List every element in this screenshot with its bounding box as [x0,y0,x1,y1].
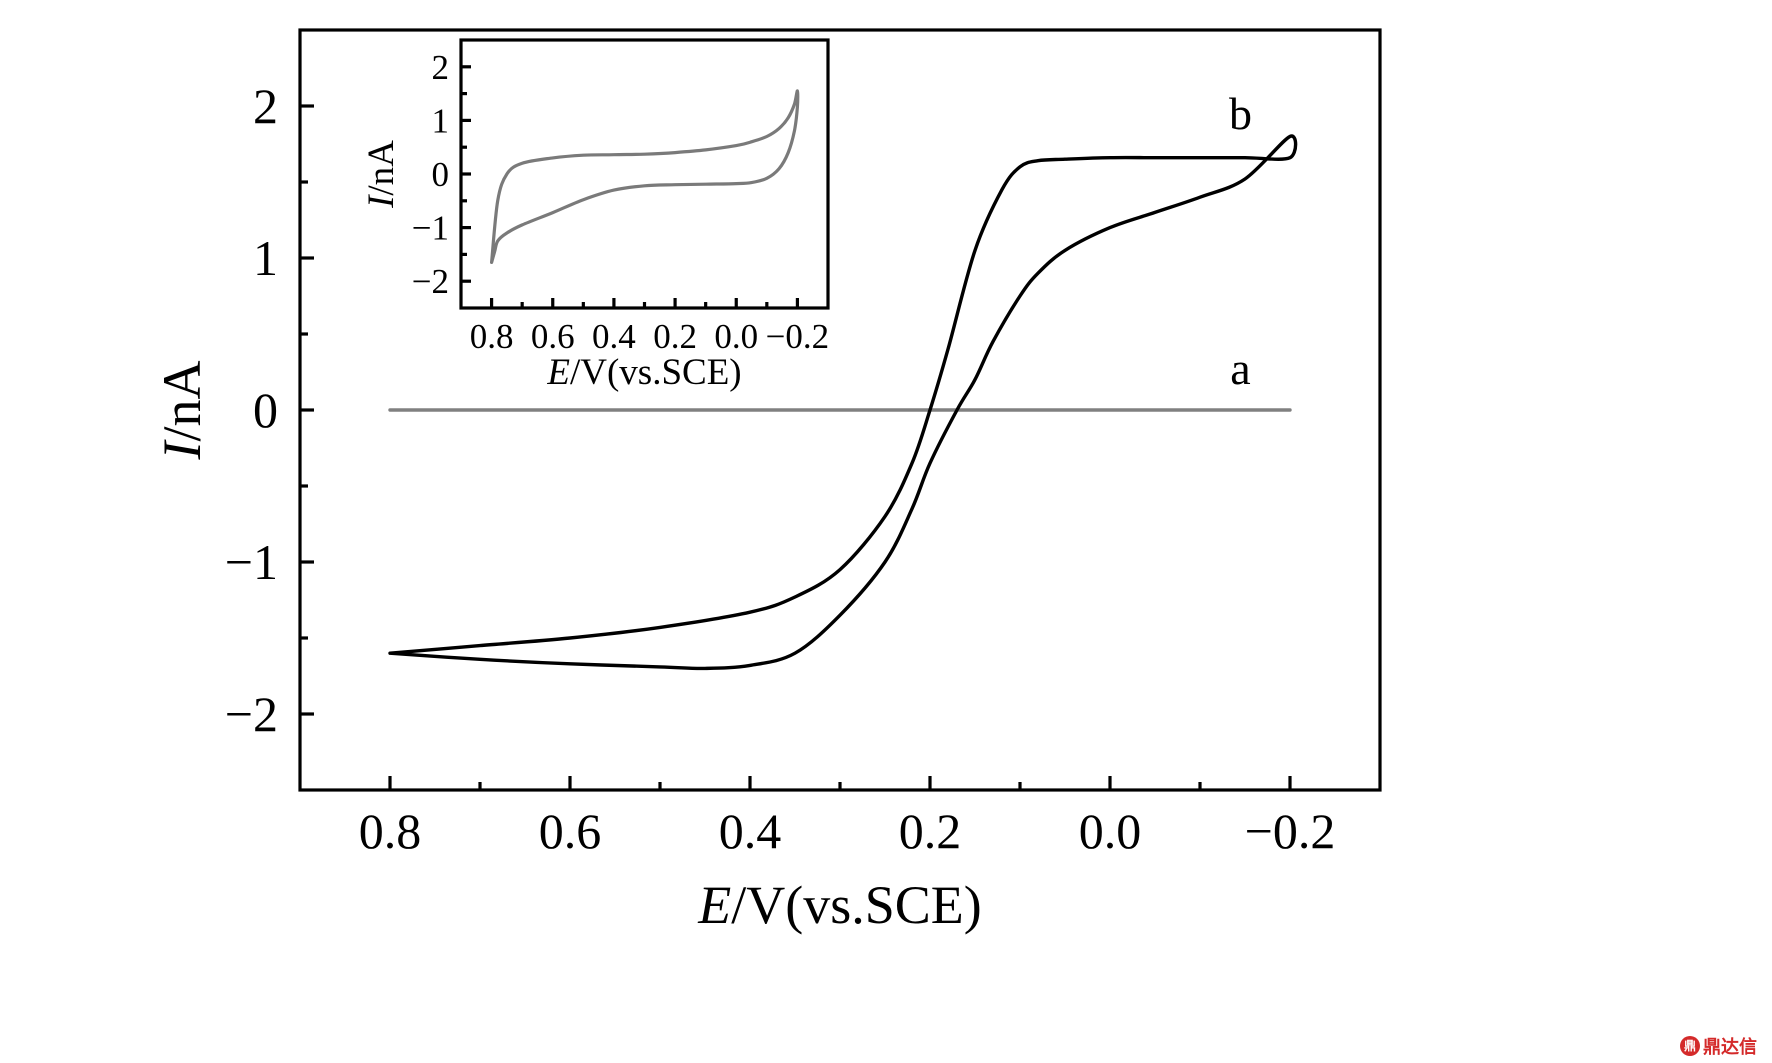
main-x-tick-label: 0.6 [539,803,602,859]
main-x-axis-title: E/V(vs.SCE) [697,875,982,935]
inset-series-cv-line [490,89,800,264]
main-x-tick-label: 0.2 [899,803,962,859]
main-x-tick-label: 0.4 [719,803,782,859]
inset-x-axis-title: E/V(vs.SCE) [546,352,741,393]
inset-x-tick-label: 0.8 [470,317,514,356]
main-x-axis-title-unit: /V(vs.SCE) [731,875,982,935]
inset-y-tick-label: 0 [432,155,450,194]
inset-y-tick-label: −1 [412,209,449,248]
main-x-tick-label: 0.8 [359,803,422,859]
inset-plot: 0.8 0.6 0.4 0.2 0.0 −0.2 2 1 0 −1 −2 E/V(vs.SCE) I/n… [361,38,830,393]
inset-y-tick-label: −2 [412,262,449,301]
main-series-label-a: a [1230,343,1250,394]
watermark-text: 鼎达信 [1703,1037,1757,1058]
inset-y-tick-label: 1 [432,101,450,140]
main-x-axis-title-symbol: E [697,875,731,935]
main-y-tick-label: −1 [225,534,278,590]
main-x-tick-label: 0.0 [1079,803,1142,859]
main-y-tick-label: 0 [253,382,278,438]
main-x-tick-label: −0.2 [1245,803,1336,859]
watermark-logo-icon: 鼎 [1680,1036,1700,1056]
main-y-tick-label: 2 [253,78,278,134]
main-y-tick-label: 1 [253,230,278,286]
inset-x-tick-label: 0.2 [653,317,697,356]
inset-x-axis-title-symbol: E [546,352,570,393]
inset-x-tick-label: 0.0 [714,317,758,356]
inset-plot-frame [459,38,830,310]
inset-x-tick-label: 0.4 [592,317,636,356]
main-y-axis-title: I/nA [152,361,212,461]
main-series-b-line [388,134,1298,671]
inset-y-axis-title-symbol: I [361,194,402,209]
main-y-axis-title-symbol: I [152,438,212,460]
inset-x-axis-title-unit: /V(vs.SCE) [570,352,742,393]
inset-x-tick-label: −0.2 [766,317,830,356]
main-series-label-b: b [1229,88,1252,139]
watermark: 鼎 鼎达信 [1680,1034,1757,1058]
main-y-tick-label: −2 [225,686,278,742]
inset-y-axis-title-unit: /nA [361,140,402,196]
main-y-axis-title-unit: /nA [152,361,212,442]
inset-x-tick-label: 0.6 [531,317,575,356]
inset-y-axis-title: I/nA [361,140,402,209]
inset-y-tick-label: 2 [432,48,450,87]
